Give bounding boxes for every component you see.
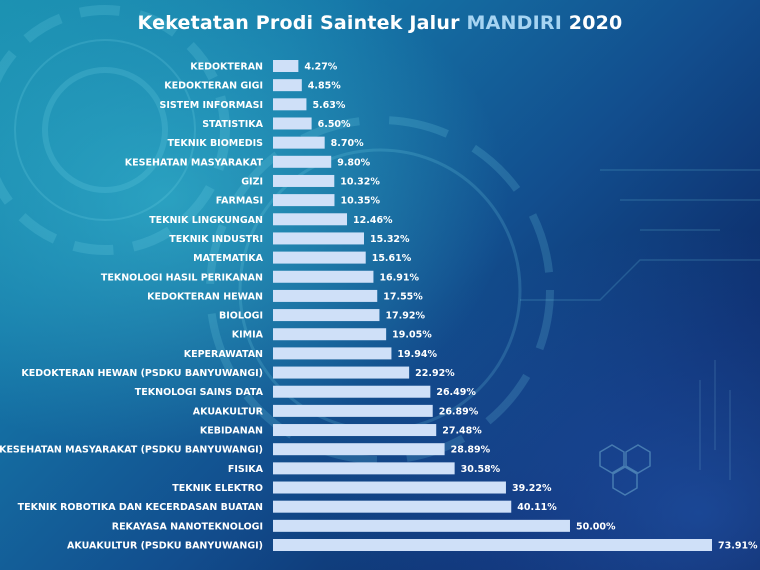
value-label: 26.49% <box>436 387 476 398</box>
value-label: 28.89% <box>451 445 491 456</box>
category-label: FARMASI <box>216 196 263 207</box>
category-label: GIZI <box>241 176 263 187</box>
category-label: KIMIA <box>232 330 264 341</box>
category-label: STATISTIKA <box>202 119 263 130</box>
value-label: 9.80% <box>337 157 370 168</box>
value-label: 4.27% <box>304 62 337 73</box>
category-label: FISIKA <box>228 464 264 475</box>
category-label: REKAYASA NANOTEKNOLOGI <box>112 521 263 532</box>
bar <box>273 232 364 245</box>
category-label: KEDOKTERAN HEWAN <box>147 291 263 302</box>
value-label: 15.32% <box>370 234 410 245</box>
chart-title-suffix: 2020 <box>561 12 623 34</box>
value-label: 10.32% <box>340 176 380 187</box>
chart-title: Keketatan Prodi Saintek Jalur MANDIRI 20… <box>0 12 760 34</box>
bar <box>273 424 437 437</box>
category-label: KEDOKTERAN GIGI <box>164 81 263 92</box>
category-label: SISTEM INFORMASI <box>160 100 264 111</box>
value-label: 40.11% <box>517 502 557 513</box>
category-label: AKUAKULTUR <box>193 406 264 417</box>
bar <box>273 270 374 283</box>
category-label: AKUAKULTUR (PSDKU BANYUWANGI) <box>67 541 263 552</box>
category-label: TEKNIK ROBOTIKA DAN KECERDASAN BUATAN <box>18 502 263 513</box>
chart-title-prefix: Keketatan Prodi Saintek Jalur <box>137 12 467 34</box>
bar <box>273 347 392 360</box>
category-label: TEKNIK ELEKTRO <box>172 483 263 494</box>
value-label: 6.50% <box>318 119 351 130</box>
value-label: 17.92% <box>385 311 425 322</box>
value-label: 19.05% <box>392 330 432 341</box>
bar <box>273 136 325 149</box>
value-label: 73.91% <box>718 541 758 552</box>
category-label: KEPERAWATAN <box>184 349 263 360</box>
bar <box>273 60 299 72</box>
bar <box>273 251 366 264</box>
value-label: 16.91% <box>379 272 419 283</box>
value-label: 39.22% <box>512 483 552 494</box>
value-label: 27.48% <box>442 426 482 437</box>
category-label: KEDOKTERAN <box>190 62 263 73</box>
value-label: 50.00% <box>576 521 616 532</box>
bar <box>273 155 332 168</box>
bar <box>273 500 512 513</box>
value-label: 12.46% <box>353 215 393 226</box>
bar <box>273 443 445 456</box>
bar <box>273 289 378 302</box>
value-label: 19.94% <box>397 349 437 360</box>
category-label: KEDOKTERAN HEWAN (PSDKU BANYUWANGI) <box>21 368 263 379</box>
bar <box>273 79 302 92</box>
bar <box>273 481 506 494</box>
bar <box>273 309 380 322</box>
bar <box>273 519 570 532</box>
value-label: 8.70% <box>331 138 364 149</box>
bar <box>273 366 410 379</box>
category-label: TEKNIK INDUSTRI <box>169 234 263 245</box>
bar <box>273 385 431 398</box>
value-label: 26.89% <box>439 406 479 417</box>
value-label: 15.61% <box>372 253 412 264</box>
plot-area: KEDOKTERAN 4.27% KEDOKTERAN GIGI 4.85% SISTE… <box>0 60 758 552</box>
bar <box>273 539 712 551</box>
category-label: KEBIDANAN <box>200 426 263 437</box>
value-label: 4.85% <box>308 81 341 92</box>
value-label: 5.63% <box>312 100 345 111</box>
category-label: TEKNOLOGI HASIL PERIKANAN <box>101 272 263 283</box>
category-label: TEKNOLOGI SAINS DATA <box>135 387 264 398</box>
category-label: KESEHATAN MASYARAKAT (PSDKU BANYUWANGI) <box>0 445 263 456</box>
bar <box>273 462 455 475</box>
category-label: MATEMATIKA <box>193 253 263 264</box>
bar <box>273 404 433 417</box>
category-label: KESEHATAN MASYARAKAT <box>125 157 264 168</box>
bar <box>273 117 312 130</box>
bar <box>273 174 335 187</box>
value-label: 22.92% <box>415 368 455 379</box>
chart-title-highlight: MANDIRI <box>466 12 562 34</box>
bar <box>273 194 335 207</box>
category-label: TEKNIK LINGKUNGAN <box>149 215 263 226</box>
value-label: 30.58% <box>461 464 501 475</box>
category-label: BIOLOGI <box>219 311 263 322</box>
bar <box>273 213 348 226</box>
bar <box>273 98 307 111</box>
bar <box>273 328 387 341</box>
category-label: TEKNIK BIOMEDIS <box>167 138 263 149</box>
value-label: 17.55% <box>383 291 423 302</box>
value-label: 10.35% <box>340 196 380 207</box>
